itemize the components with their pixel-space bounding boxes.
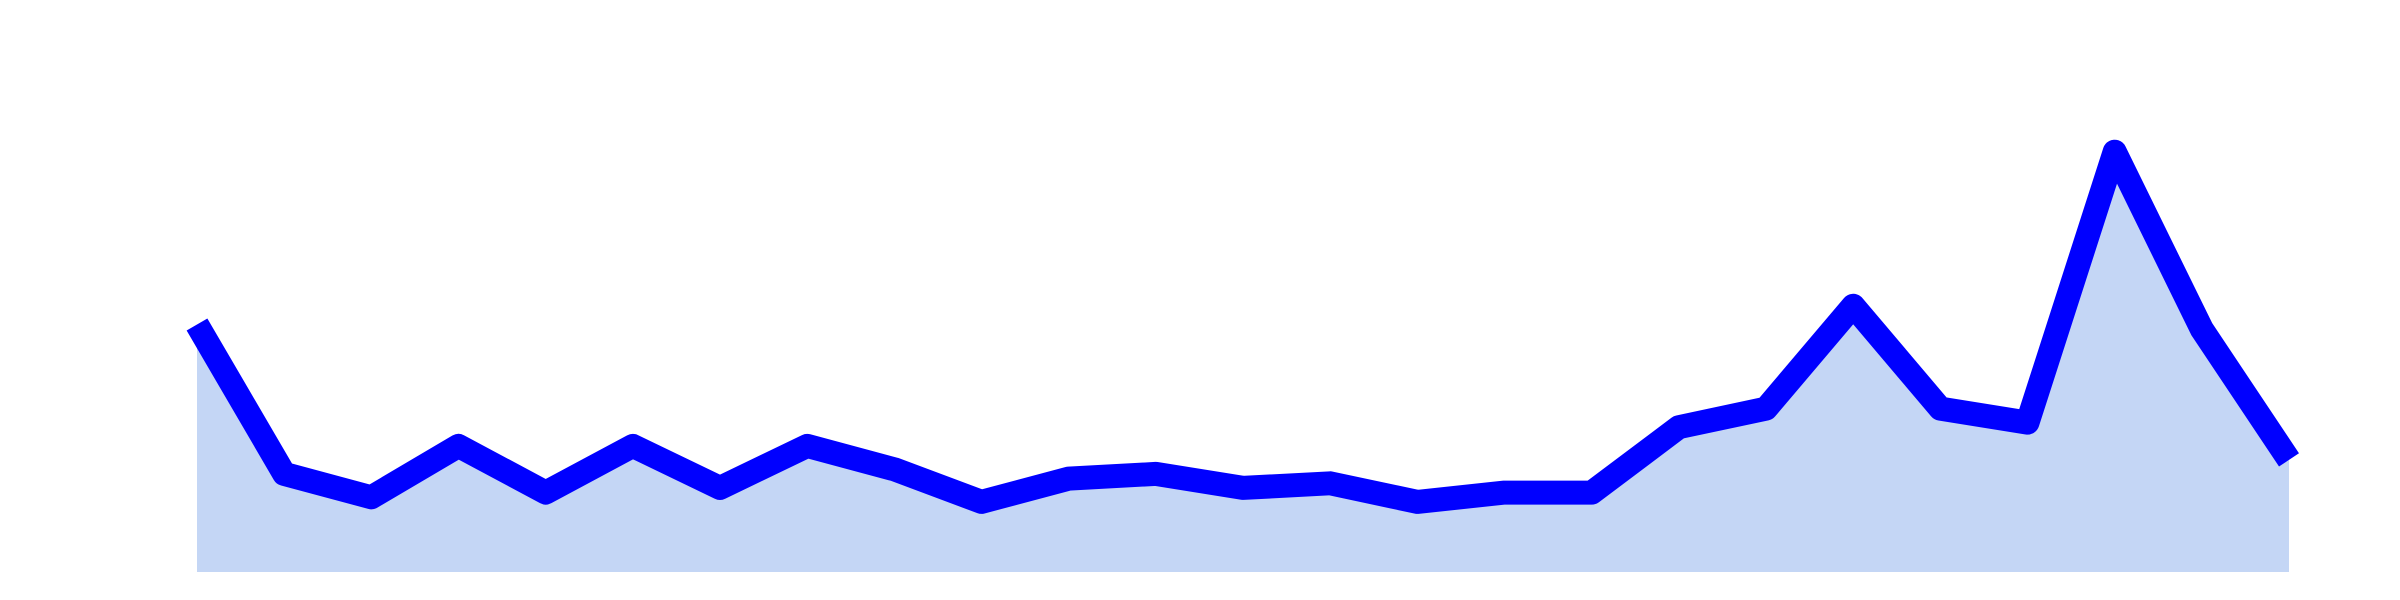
data-point	[627, 440, 639, 452]
data-point	[453, 440, 465, 452]
data-point	[1847, 300, 1859, 312]
data-point	[888, 463, 900, 475]
data-point	[191, 319, 203, 331]
data-point	[1760, 403, 1772, 415]
data-point	[1673, 421, 1685, 433]
data-point	[1063, 473, 1075, 485]
data-point	[2022, 417, 2034, 429]
data-point	[365, 491, 377, 503]
line-layer	[186, 139, 2299, 514]
area-fill	[197, 151, 2289, 572]
data-point	[1586, 487, 1598, 499]
data-point	[714, 482, 726, 494]
data-point	[2283, 454, 2295, 466]
data-point	[976, 496, 988, 508]
data-point	[1324, 477, 1336, 489]
data-point	[1934, 403, 1946, 415]
data-point	[540, 487, 552, 499]
data-point	[1499, 487, 1511, 499]
data-point	[1150, 468, 1162, 480]
data-point	[278, 468, 290, 480]
data-point	[2109, 146, 2121, 158]
area-layer	[197, 151, 2289, 572]
series-line	[186, 139, 2299, 514]
data-point	[2196, 323, 2208, 335]
data-point	[801, 440, 813, 452]
data-point	[1411, 496, 1423, 508]
data-point	[1237, 482, 1249, 494]
